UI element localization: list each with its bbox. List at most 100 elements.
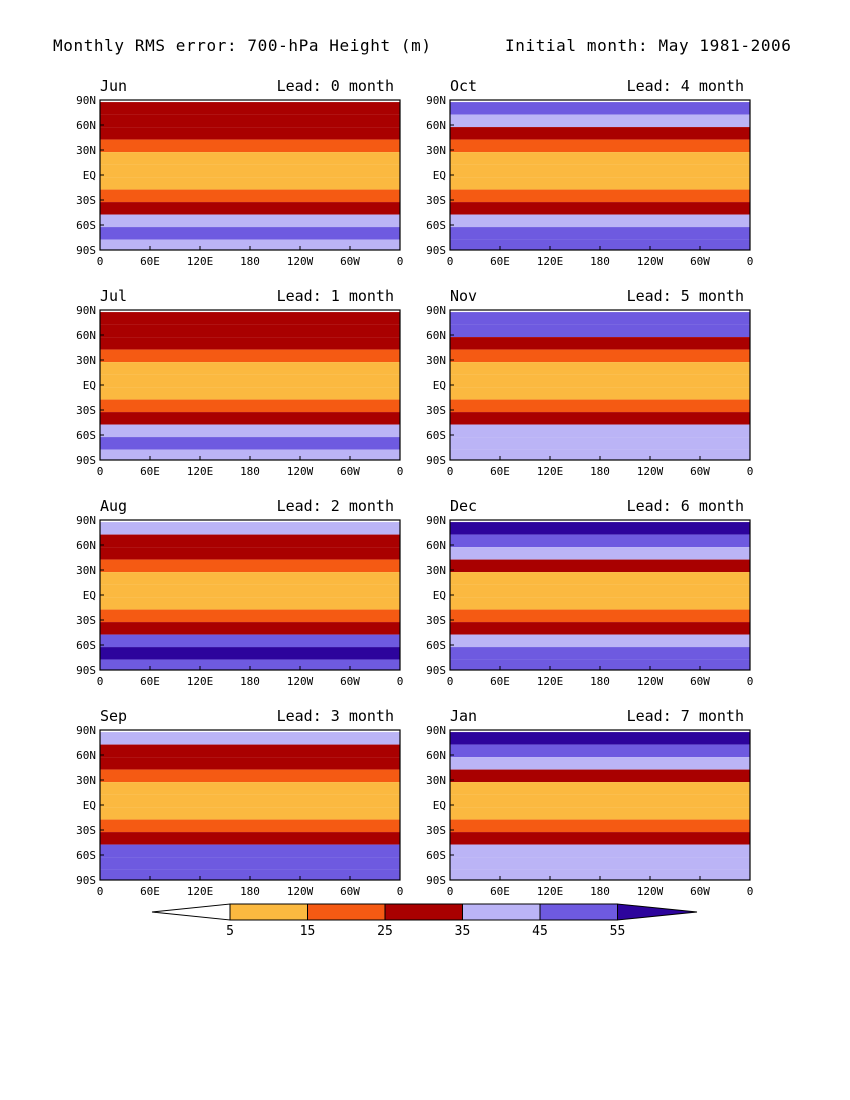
zonal-band <box>450 164 750 178</box>
y-tick-label: 30N <box>426 774 446 787</box>
panel-month-label: Jul <box>100 287 127 305</box>
zonal-band <box>100 374 400 388</box>
x-tick-label: 180 <box>240 675 260 688</box>
colorbar-segment <box>384 903 463 921</box>
y-tick-label: 60N <box>76 119 96 132</box>
y-tick-label: 60N <box>426 119 446 132</box>
y-tick-label: 60N <box>76 329 96 342</box>
x-tick-label: 0 <box>447 465 454 478</box>
y-tick-label: 30S <box>426 404 446 417</box>
zonal-band <box>100 177 400 190</box>
panel-lead-label: Lead: 4 month <box>627 77 744 95</box>
x-tick-label: 180 <box>590 885 610 898</box>
y-tick-label: 90S <box>426 664 446 677</box>
zonal-band <box>450 597 750 610</box>
x-tick-label: 120W <box>287 465 314 478</box>
zonal-band <box>450 559 750 573</box>
y-tick-label: 90N <box>426 304 446 317</box>
y-tick-label: 90N <box>76 94 96 107</box>
y-tick-label: 60N <box>426 539 446 552</box>
y-tick-label: 30N <box>76 774 96 787</box>
y-tick-label: EQ <box>433 589 446 602</box>
y-tick-label: EQ <box>83 799 96 812</box>
zonal-band <box>100 782 400 795</box>
zonal-band <box>100 139 400 153</box>
x-tick-label: 60W <box>340 675 360 688</box>
x-tick-label: 60E <box>490 255 510 268</box>
x-tick-label: 180 <box>240 885 260 898</box>
zonal-band <box>450 744 750 758</box>
colorbar-segment <box>229 903 308 921</box>
zonal-band <box>100 449 400 460</box>
y-tick-label: 60S <box>426 429 446 442</box>
y-tick-label: 30N <box>426 144 446 157</box>
x-tick-label: 0 <box>447 255 454 268</box>
x-tick-label: 0 <box>397 255 404 268</box>
x-tick-label: 60E <box>140 255 160 268</box>
zonal-band <box>450 114 750 128</box>
zonal-band <box>100 214 400 228</box>
panel-month-label: Jun <box>100 77 127 95</box>
y-tick-label: 60S <box>426 639 446 652</box>
zonal-band <box>450 634 750 648</box>
zonal-band <box>450 102 750 115</box>
zonal-band <box>450 807 750 820</box>
panel-month-label: Dec <box>450 497 477 515</box>
x-tick-label: 120E <box>537 255 564 268</box>
zonal-band <box>450 239 750 250</box>
y-tick-label: EQ <box>83 589 96 602</box>
y-tick-label: 30N <box>76 354 96 367</box>
colorbar-segment <box>307 903 386 921</box>
initial-month-label: Initial month: May 1981-2006 <box>505 36 792 55</box>
y-tick-label: 30N <box>76 564 96 577</box>
x-tick-label: 0 <box>397 675 404 688</box>
panel-lead-label: Lead: 2 month <box>277 497 394 515</box>
colorbar: 5 15 25 35 45 55 <box>151 903 698 939</box>
zonal-band <box>450 152 750 165</box>
zonal-band <box>450 832 750 845</box>
zonal-band <box>450 399 750 413</box>
x-tick-label: 120W <box>287 675 314 688</box>
zonal-band <box>450 337 750 350</box>
colorbar-upper-arrow <box>617 903 698 921</box>
zonal-band <box>100 387 400 400</box>
x-tick-label: 120E <box>537 885 564 898</box>
y-tick-label: 60S <box>426 849 446 862</box>
figure-title: Monthly RMS error: 700-hPa Height (m) <box>53 36 432 55</box>
x-tick-label: 0 <box>97 465 104 478</box>
x-tick-label: 120E <box>187 255 214 268</box>
y-tick-label: 30S <box>76 194 96 207</box>
y-tick-label: 60S <box>76 429 96 442</box>
y-tick-label: 60N <box>76 749 96 762</box>
x-tick-label: 0 <box>397 465 404 478</box>
zonal-band <box>100 424 400 438</box>
colorbar-label: 15 <box>300 924 316 939</box>
x-tick-label: 0 <box>747 885 754 898</box>
zonal-band <box>450 647 750 660</box>
x-tick-label: 60E <box>490 885 510 898</box>
x-tick-label: 0 <box>97 675 104 688</box>
zonal-band <box>100 744 400 758</box>
zonal-band <box>450 782 750 795</box>
y-tick-label: 90N <box>426 514 446 527</box>
zonal-band <box>100 522 400 535</box>
zonal-band <box>450 387 750 400</box>
panel-month-label: Nov <box>450 287 477 305</box>
y-tick-label: EQ <box>83 379 96 392</box>
x-tick-label: 60W <box>340 885 360 898</box>
x-tick-label: 120E <box>187 465 214 478</box>
x-tick-label: 180 <box>590 255 610 268</box>
y-tick-label: 60S <box>76 639 96 652</box>
zonal-band <box>450 769 750 783</box>
zonal-band <box>450 609 750 623</box>
x-tick-label: 60E <box>140 465 160 478</box>
zonal-band <box>100 412 400 425</box>
x-tick-label: 120W <box>637 885 664 898</box>
y-tick-label: 60S <box>426 219 446 232</box>
x-tick-label: 0 <box>747 255 754 268</box>
zonal-band <box>100 337 400 350</box>
zonal-band <box>450 362 750 375</box>
